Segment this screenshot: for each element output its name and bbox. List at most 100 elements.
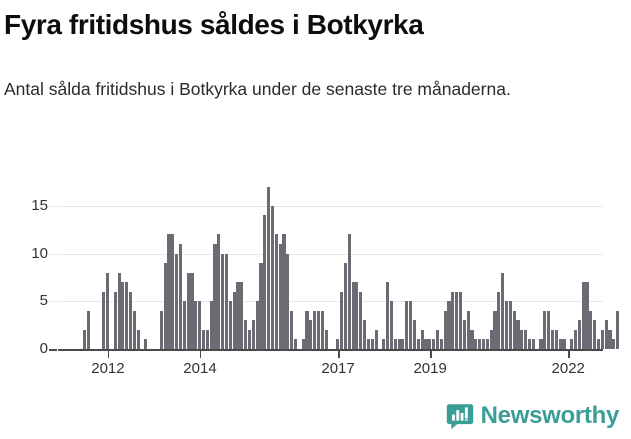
x-axis-tick [199,351,202,358]
bar [458,291,463,349]
bar [581,282,585,349]
bar [305,310,309,349]
bar [324,329,328,349]
bar [485,339,489,349]
bar [409,301,413,349]
x-axis-line [58,349,603,351]
bar [102,291,106,349]
bar [474,339,478,349]
bar [397,339,401,349]
bar [455,291,459,349]
bar [363,320,367,349]
bar [543,310,547,349]
bar [374,329,378,349]
bar [190,272,194,349]
bar [282,234,286,349]
bar [562,339,566,349]
bar [117,272,121,349]
bar [443,310,447,349]
y-axis-tick [49,301,57,303]
y-axis-tick [49,349,57,351]
bar [351,282,355,349]
bar [113,291,117,349]
bar [201,329,206,349]
bar-chart-speech-bubble-icon [446,402,474,430]
bar [447,301,451,349]
bar [370,339,374,349]
x-axis-tick [338,351,340,358]
bar [320,310,324,349]
bar [182,301,186,349]
bar [343,263,347,349]
bar [604,320,608,349]
gridline [58,301,603,303]
bar [501,272,505,349]
bar [616,310,620,349]
bar [420,329,424,349]
bar [401,339,405,349]
bar [470,329,474,349]
bar [593,320,597,349]
bar [508,301,512,349]
bar [405,301,409,349]
bar [221,253,225,349]
bar [570,339,574,349]
bar [240,282,244,349]
bar [573,329,578,349]
bar [347,234,351,349]
bar [274,234,278,349]
bar [232,291,236,349]
bar [255,301,259,349]
bar [267,186,271,349]
bar [577,320,581,349]
bar [481,339,486,349]
x-axis-tick-label: 2019 [413,360,447,377]
bar [366,339,370,349]
bar [389,301,393,349]
gridline [58,253,603,255]
bar [309,320,313,349]
newsworthy-logo[interactable]: Newsworthy [446,402,619,430]
bar [493,310,497,349]
bar [339,291,344,349]
bar [247,329,252,349]
bar [516,320,520,349]
bar [466,310,470,349]
y-axis-tick [49,205,57,207]
bar [217,234,221,349]
bar [416,339,420,349]
bar [263,215,267,349]
page-title: Fyra fritidshus såldes i Botkyrka [4,9,424,40]
x-axis-tick-label: 2017 [321,360,355,377]
gridline [58,205,603,207]
bar [412,320,416,349]
bar [489,329,493,349]
bar [159,310,163,349]
x-axis-tick [107,351,110,358]
bar [600,329,604,349]
bar [132,310,136,349]
brand-name: Newsworthy [480,402,620,429]
bar [205,329,209,349]
bar [558,339,562,349]
bar [359,291,363,349]
footer: Newsworthy [0,398,631,439]
bar [228,301,232,349]
y-axis-tick-label: 0 [39,340,48,357]
bar [435,329,439,349]
bar [608,329,612,349]
bar [520,329,524,349]
bar [209,301,213,349]
bar [259,263,263,349]
bar [106,272,110,349]
chart-bars [0,180,631,349]
bar [198,301,202,349]
bar [424,339,428,349]
bar [527,339,532,349]
bar [236,282,240,349]
bar [451,291,455,349]
bar [144,339,148,349]
bar [547,310,551,349]
page-subtitle: Antal sålda fritidshus i Botkyrka under … [4,79,511,99]
y-axis-tick-label: 10 [31,244,48,262]
